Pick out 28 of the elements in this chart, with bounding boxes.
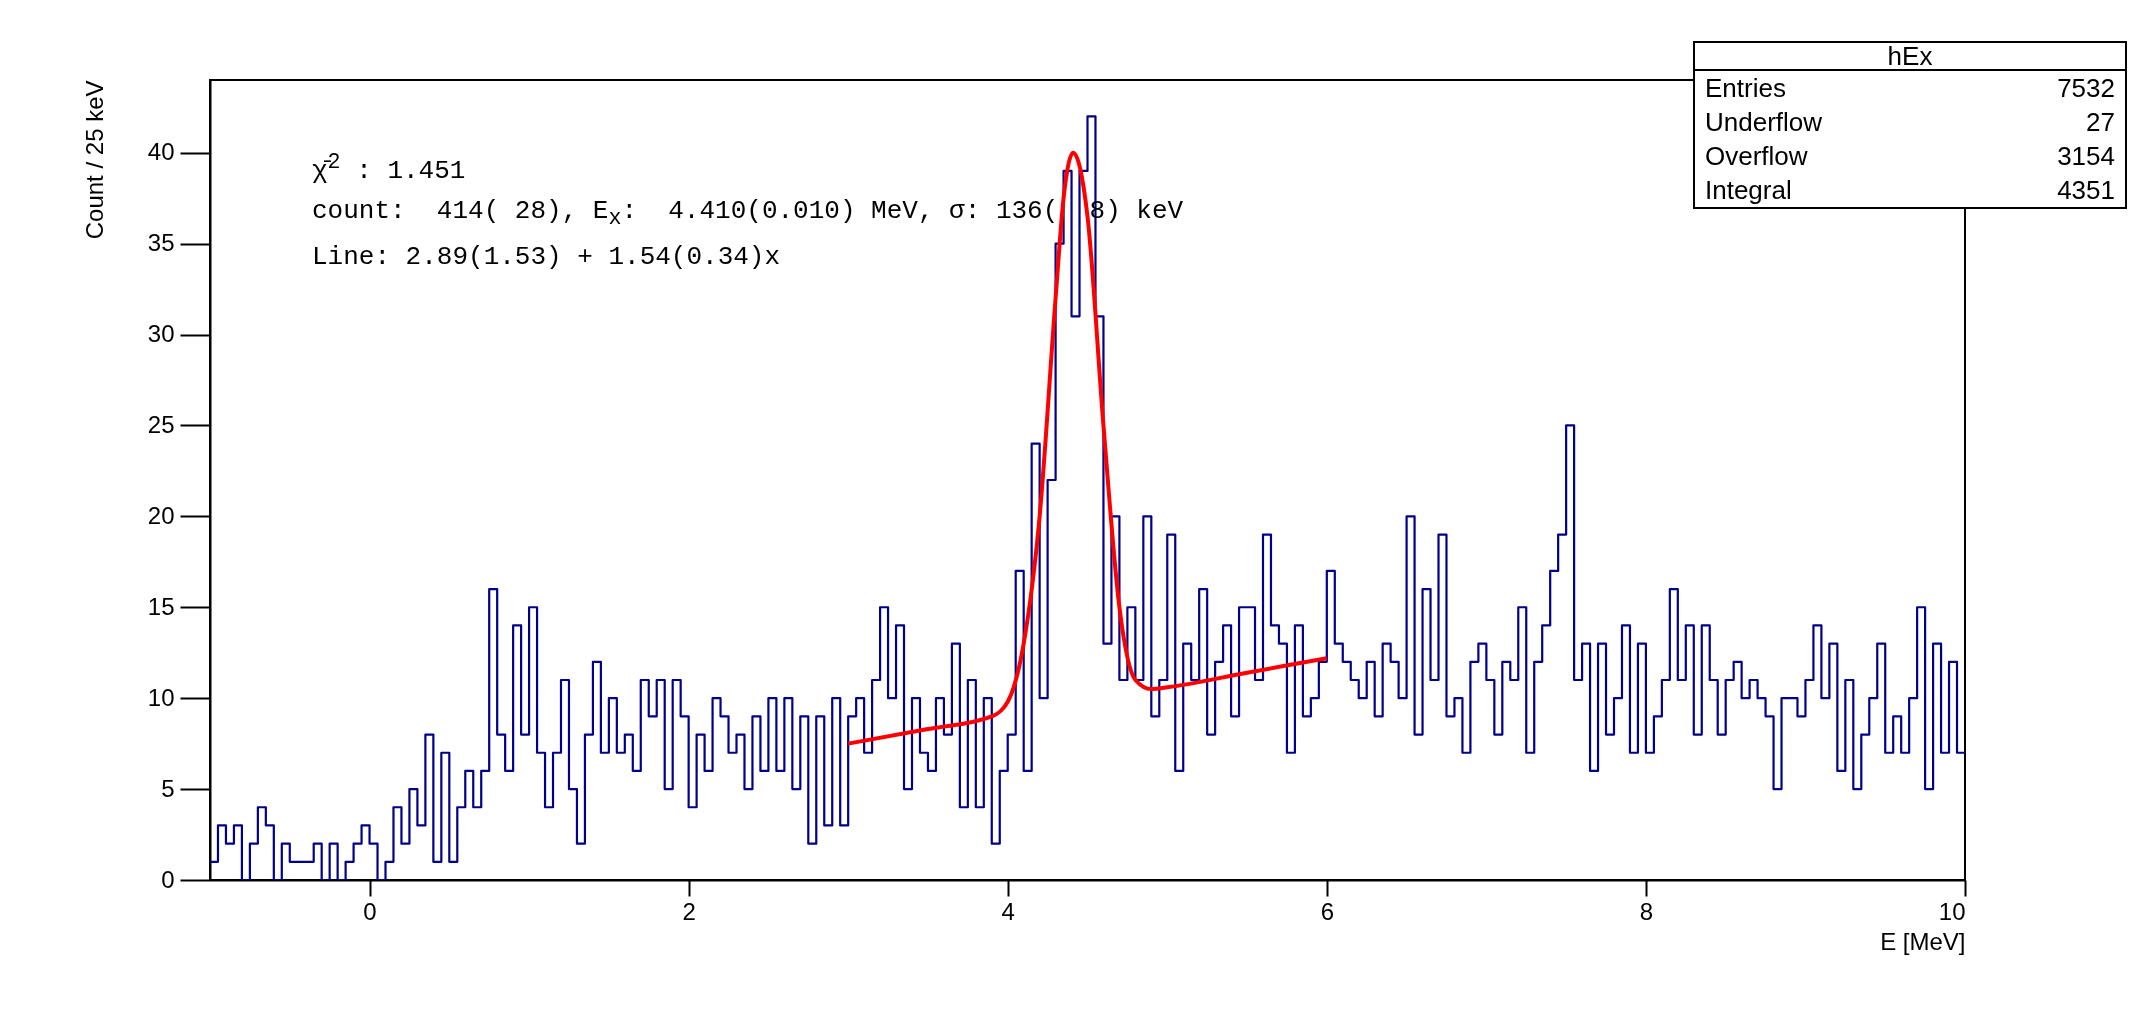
text: hEx [1695, 41, 2125, 71]
y-tick-label: 30 [147, 320, 175, 348]
text: 7532 [2057, 72, 2115, 105]
x-tick-label: 0 [363, 897, 377, 925]
annotation: Integral [1705, 174, 1792, 207]
y-tick-label: 40 [147, 138, 175, 166]
x-tick-label: 6 [1320, 897, 1334, 925]
y-tick-label: 25 [147, 410, 175, 438]
text: 3154 [2057, 140, 2115, 173]
y-tick-label: 35 [147, 229, 175, 257]
annotation: Underflow [1705, 106, 1823, 139]
x-tick-label: 10 [1938, 897, 1966, 925]
y-tick-label: 0 [161, 865, 175, 893]
x-tick-label: 2 [682, 897, 696, 925]
annotation: χ̄$^{2}$ : 1.451 [312, 150, 466, 186]
y-tick-label: 10 [147, 683, 175, 711]
y-tick-label: 5 [161, 774, 175, 802]
text: 4351 [2057, 174, 2115, 207]
x-axis-title: E [MeV] [1880, 927, 1966, 955]
x-tick-label: 8 [1639, 897, 1654, 925]
annotation: Entries [1705, 72, 1786, 105]
y-tick-label: 15 [147, 592, 175, 620]
text: 27 [2086, 106, 2115, 139]
annotation: Line: 2.89(1.53) + 1.54(0.34)x [312, 242, 781, 272]
y-axis-title: Count / 25 keV [80, 80, 108, 240]
annotation: Overflow [1705, 140, 1808, 173]
y-tick-label: 20 [147, 501, 175, 529]
x-tick-label: 4 [1001, 897, 1015, 925]
